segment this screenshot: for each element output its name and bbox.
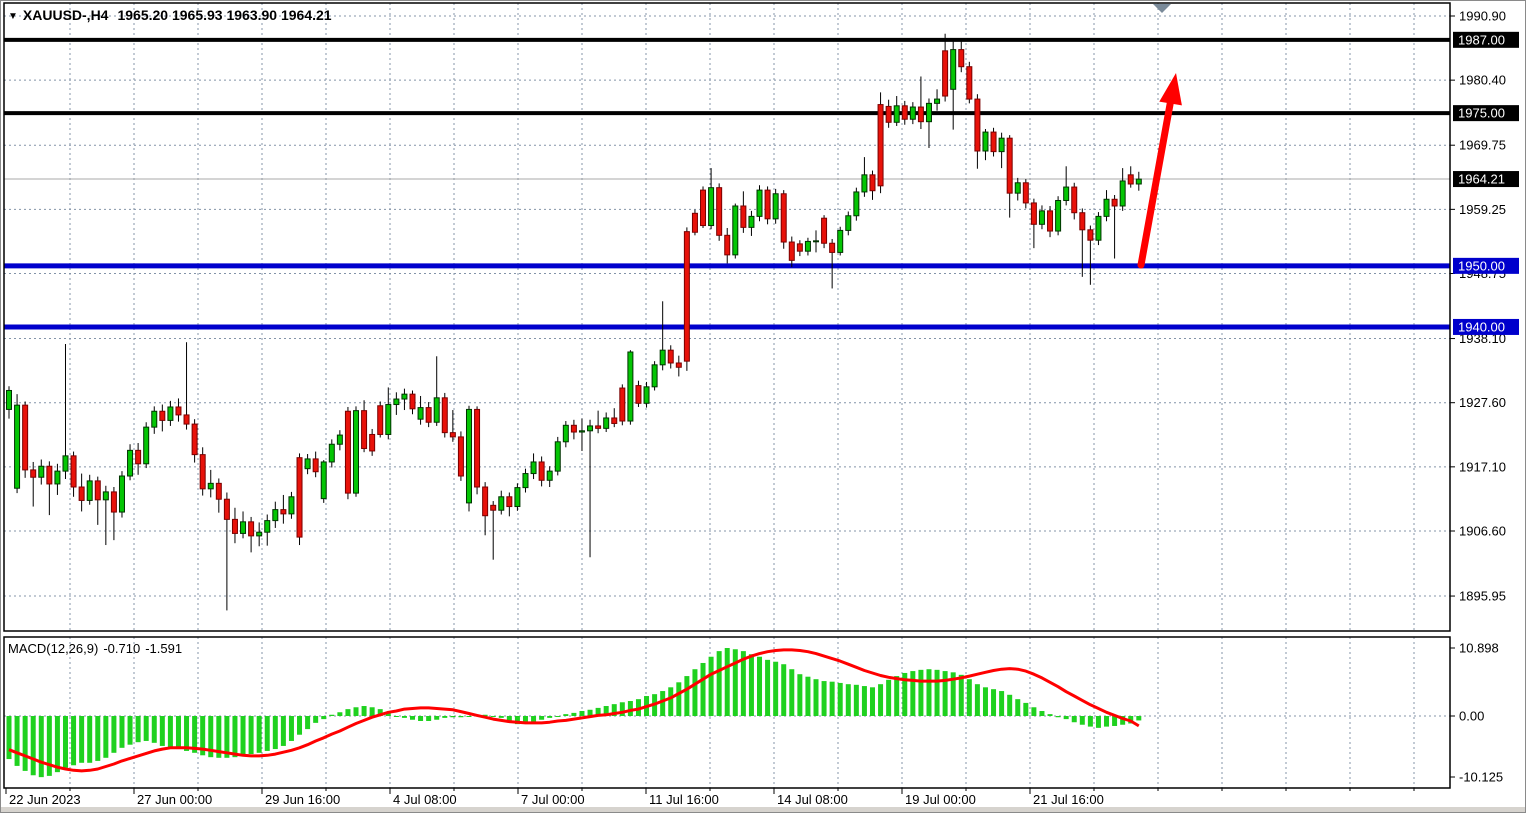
macd-tick-label: 10.898 <box>1459 641 1499 656</box>
window-bottom-band <box>1 807 1525 812</box>
main-panel-border <box>3 2 1451 632</box>
autoscroll-triangle-icon[interactable] <box>1153 4 1171 13</box>
price-tick-label: 1969.75 <box>1459 138 1506 153</box>
time-tick-label: 21 Jul 16:00 <box>1033 792 1104 807</box>
svg-text:1964.21: 1964.21 <box>1458 172 1505 187</box>
price-scale[interactable]: 1990.901980.401969.751959.251948.751938.… <box>1450 9 1506 785</box>
macd-indicator-label: MACD(12,26,9) -0.710 -1.591 <box>8 641 187 656</box>
price-tick-label: 1917.10 <box>1459 459 1506 474</box>
time-tick-label: 27 Jun 00:00 <box>137 792 212 807</box>
chart-title: ▼ XAUUSD-,H4 1965.20 1965.93 1963.90 1964.… <box>8 7 332 23</box>
time-tick-label: 29 Jun 16:00 <box>265 792 340 807</box>
time-tick-label: 7 Jul 00:00 <box>521 792 585 807</box>
price-tick-label: 1959.25 <box>1459 202 1506 217</box>
price-badge <box>1453 257 1519 274</box>
svg-text:1987.00: 1987.00 <box>1458 32 1505 47</box>
time-tick-label: 11 Jul 16:00 <box>649 792 719 807</box>
candles-layer <box>6 33 1142 611</box>
macd-tick-label: -10.125 <box>1459 770 1503 785</box>
bullish-arrow-annotation[interactable] <box>1137 73 1182 269</box>
price-badge <box>1453 31 1519 48</box>
price-tick-label: 1895.95 <box>1459 589 1506 604</box>
macd-layer <box>6 648 1142 778</box>
svg-text:1975.00: 1975.00 <box>1458 106 1505 121</box>
macd-tick-label: 0.00 <box>1459 709 1484 724</box>
price-tick-label: 1906.60 <box>1459 523 1506 538</box>
price-badge <box>1453 318 1519 335</box>
time-tick-label: 22 Jun 2023 <box>9 792 81 807</box>
ohlc-readout: 1965.20 1965.93 1963.90 1964.21 <box>117 7 332 23</box>
time-tick-label: 14 Jul 08:00 <box>777 792 848 807</box>
time-tick-label: 19 Jul 00:00 <box>905 792 976 807</box>
symbol-dropdown-icon[interactable]: ▼ <box>8 11 18 22</box>
macd-main-value: -0.710 <box>103 641 141 656</box>
svg-text:1950.00: 1950.00 <box>1458 258 1505 273</box>
svg-text:1940.00: 1940.00 <box>1458 319 1505 334</box>
time-axis[interactable]: 22 Jun 2023 27 Jun 00:00 29 Jun 16:00 4 Jul… <box>5 788 1415 807</box>
price-tick-label: 1980.40 <box>1459 73 1506 88</box>
macd-signal-value: -1.591 <box>145 641 183 656</box>
price-badge <box>1453 105 1519 122</box>
price-tick-label: 1927.60 <box>1459 395 1506 410</box>
macd-panel-border[interactable] <box>3 636 1451 789</box>
macd-signal-line <box>8 648 1140 773</box>
macd-name: MACD(12,26,9) <box>8 641 99 656</box>
symbol-period-label: XAUUSD-,H4 <box>22 7 109 23</box>
levels-layer <box>4 37 1450 330</box>
time-tick-label: 4 Jul 08:00 <box>393 792 457 807</box>
price-badge <box>1453 171 1519 188</box>
price-badges: 1987.00 1975.00 1964.21 1950.00 1940.00 <box>1453 31 1519 335</box>
price-tick-label: 1990.90 <box>1459 9 1506 24</box>
